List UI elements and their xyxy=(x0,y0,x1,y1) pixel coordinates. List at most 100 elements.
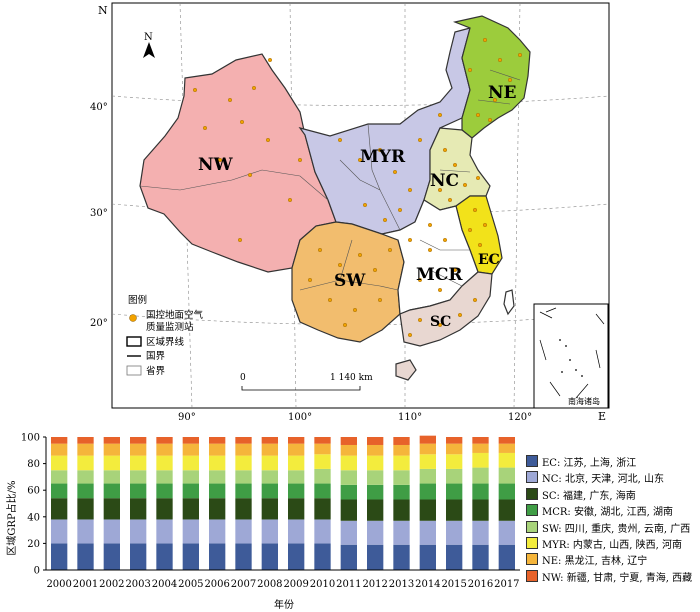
bar-segment xyxy=(393,544,410,570)
bar-segment xyxy=(103,437,120,444)
bar-segment xyxy=(472,483,489,500)
bar-segment xyxy=(77,483,94,499)
north-arrow-label: N xyxy=(144,32,153,43)
legend-label: SW: 四川, 重庆, 贵州, 云南, 广西 xyxy=(542,523,691,535)
chart-ylabel: 区域GRP占比/% xyxy=(5,480,18,555)
y-tick-label: 100 xyxy=(21,433,40,444)
bar-segment xyxy=(472,437,489,444)
bar-segment xyxy=(77,543,94,570)
axes-layer: 2000 2001 2002 2003 2004 2005 2006 2007 2008 2009… xyxy=(21,433,520,590)
bar-segment xyxy=(235,470,252,484)
bar-segment xyxy=(209,443,226,456)
bar-segment xyxy=(393,470,410,485)
bar-segment xyxy=(393,520,410,545)
bar-segment xyxy=(182,443,199,456)
map-legend-item-4: 省界 xyxy=(146,365,166,377)
bar-segment xyxy=(340,470,357,485)
bar-segment xyxy=(314,519,331,544)
region-sc xyxy=(399,271,493,347)
edge-label-top: N xyxy=(98,4,108,17)
bar-segment xyxy=(130,470,147,484)
chart-legend-item: NW: 新疆, 甘肃, 宁夏, 青海, 西藏 xyxy=(526,569,692,585)
bar-segment xyxy=(130,437,147,444)
region-label-ec: EC xyxy=(478,252,500,268)
chart-legend-item: NE: 黑龙江, 吉林, 辽宁 xyxy=(526,553,647,568)
bar-segment xyxy=(367,437,384,445)
bar-segment xyxy=(235,443,252,456)
bar-segment xyxy=(261,437,278,444)
bar-segment xyxy=(261,483,278,499)
y-tick-label: 0 xyxy=(34,566,40,577)
x-tick-label: 2015 xyxy=(441,579,466,590)
map-legend-item-2: 区域界线 xyxy=(146,336,185,348)
bar-segment xyxy=(340,544,357,570)
bar-segment xyxy=(77,470,94,484)
bar-segment xyxy=(498,544,515,570)
x-tick-label: 2013 xyxy=(389,579,414,590)
bar-segment xyxy=(367,455,384,471)
x-tick-label: 2007 xyxy=(231,579,256,590)
scale-bar: 0 1 140 km xyxy=(240,373,373,391)
bar-segment xyxy=(156,498,173,520)
bar-segment xyxy=(314,483,331,499)
map-legend-title: 图例 xyxy=(128,294,147,306)
bar-segment xyxy=(261,455,278,471)
bar-segment xyxy=(314,437,331,444)
bar-segment xyxy=(235,519,252,544)
x-tick-label: 2008 xyxy=(257,579,282,590)
lon-label-110: 110° xyxy=(398,412,422,423)
regions xyxy=(139,15,531,381)
bar-segment xyxy=(314,468,331,484)
bar-segment xyxy=(446,499,463,521)
bar-segment xyxy=(130,519,147,544)
edge-label-right: E xyxy=(598,410,606,423)
bar-segment xyxy=(288,543,305,570)
bar-segment xyxy=(340,520,357,545)
bar-segment xyxy=(103,470,120,484)
legend-swatch xyxy=(526,520,538,533)
bar-segment xyxy=(209,498,226,520)
bar-segment xyxy=(367,470,384,485)
map-legend-item-1: 质量监测站 xyxy=(146,321,194,333)
x-tick-label: 2003 xyxy=(125,579,150,590)
region-ne xyxy=(452,15,531,139)
bar-segment xyxy=(235,498,252,520)
bar-segment xyxy=(209,470,226,484)
bar-segment xyxy=(288,443,305,456)
bar-segment xyxy=(288,519,305,544)
bar-segment xyxy=(472,499,489,521)
bar-segment xyxy=(182,437,199,444)
bar-segment xyxy=(446,443,463,455)
bar-segment xyxy=(103,443,120,456)
bar-segment xyxy=(393,499,410,521)
bar-segment xyxy=(340,437,357,445)
bars-layer xyxy=(51,435,515,570)
chart-legend-item: SC: 福建, 广东, 海南 xyxy=(526,487,636,503)
x-tick-label: 2006 xyxy=(204,579,229,590)
hainan-island xyxy=(395,359,417,381)
bar-segment xyxy=(446,437,463,444)
region-label-sw: SW xyxy=(334,271,366,291)
bar-segment xyxy=(235,437,252,444)
legend-swatch xyxy=(526,553,538,566)
map-legend-item-0: 国控地面空气 xyxy=(146,309,204,321)
bar-segment xyxy=(446,483,463,500)
taiwan-island xyxy=(503,289,515,316)
bar-segment xyxy=(446,544,463,570)
bar-segment xyxy=(472,443,489,453)
bar-segment xyxy=(103,543,120,570)
scale-end: 1 140 km xyxy=(330,373,373,383)
bar-segment xyxy=(77,443,94,456)
bar-segment xyxy=(209,519,226,544)
bar-segment xyxy=(156,455,173,471)
x-tick-label: 2011 xyxy=(336,579,361,590)
legend-swatch xyxy=(526,487,538,500)
monitoring-stations xyxy=(192,38,523,338)
bar-segment xyxy=(288,483,305,499)
chart-legend-item: SW: 四川, 重庆, 贵州, 云南, 广西 xyxy=(526,520,691,536)
bar-segment xyxy=(130,543,147,570)
x-tick-label: 2016 xyxy=(468,579,493,590)
scale-start: 0 xyxy=(240,373,246,383)
bar-segment xyxy=(419,454,436,469)
bar-segment xyxy=(51,519,68,544)
